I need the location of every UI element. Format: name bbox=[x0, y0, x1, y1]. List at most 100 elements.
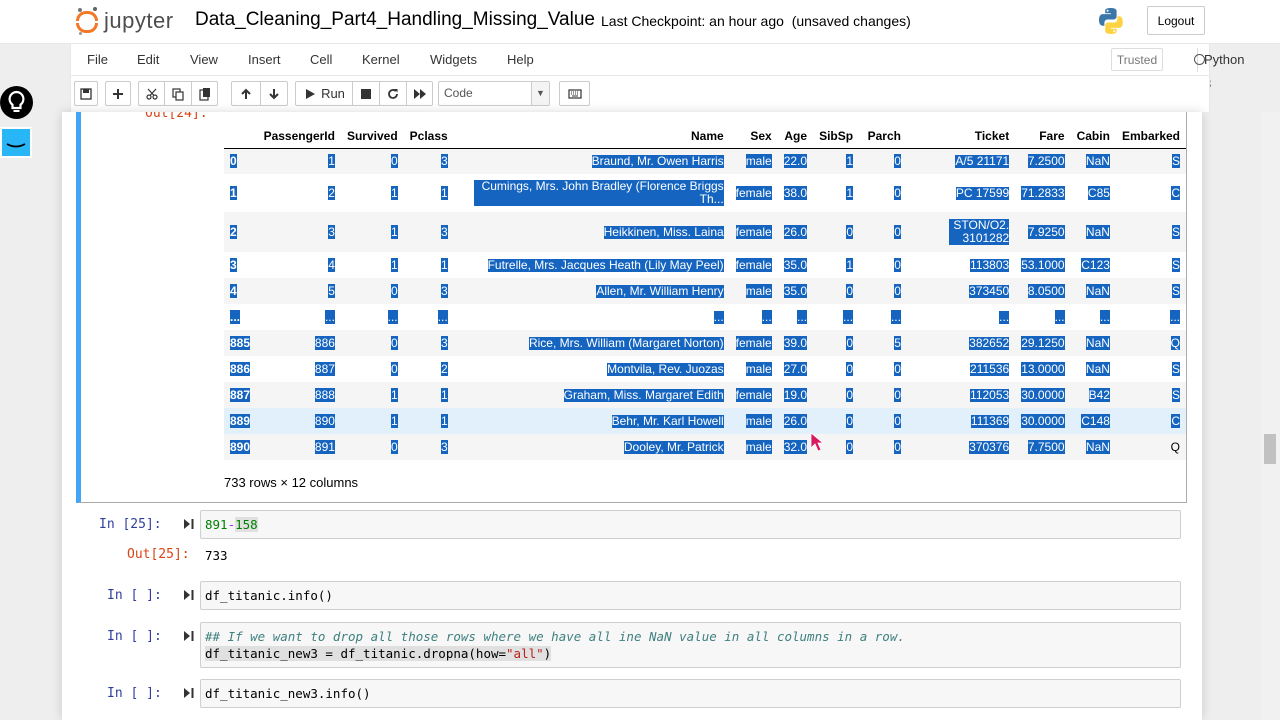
menu-file[interactable]: File bbox=[87, 52, 108, 67]
cell-value: 1 bbox=[441, 414, 448, 428]
run-button[interactable]: Run bbox=[295, 81, 352, 106]
table-cell: A/5 21171 bbox=[906, 148, 1016, 174]
table-cell: male bbox=[729, 408, 778, 434]
cell-value: 30.0000 bbox=[1021, 414, 1065, 428]
logout-button[interactable]: Logout bbox=[1147, 6, 1205, 35]
move-down-button[interactable] bbox=[260, 81, 288, 106]
cell-value: 13.0000 bbox=[1021, 362, 1065, 376]
column-header: SibSp bbox=[813, 124, 860, 149]
interrupt-button[interactable] bbox=[352, 81, 379, 106]
table-cell: ... bbox=[224, 304, 256, 330]
menu-cell[interactable]: Cell bbox=[310, 52, 333, 67]
table-cell: 890 bbox=[224, 434, 257, 460]
code-input[interactable]: 891-158 bbox=[200, 510, 1181, 539]
table-cell: 0 bbox=[813, 356, 859, 382]
table-cell: Q bbox=[1115, 330, 1186, 356]
table-cell: C148 bbox=[1070, 408, 1116, 434]
move-up-button[interactable] bbox=[231, 81, 260, 106]
lightbulb-icon bbox=[8, 90, 25, 112]
cell-value: 0 bbox=[846, 362, 854, 376]
table-cell: NaN bbox=[1071, 356, 1116, 382]
restart-button[interactable] bbox=[379, 81, 406, 106]
table-cell: 1 bbox=[256, 148, 341, 174]
cell-value: Q bbox=[1170, 336, 1180, 350]
table-cell: 8.0500 bbox=[1015, 278, 1071, 304]
table-row: 3 4 1 1 Futrelle, Mrs. Jacques Heath (Lily M… bbox=[224, 252, 1186, 278]
column-header: Sex bbox=[729, 124, 778, 149]
code-number-a: 891 bbox=[205, 517, 228, 532]
cell-value: 0 bbox=[390, 362, 398, 376]
table-row: 889 890 1 1 Behr, Mr. Karl Howell male 26.0 0 0 1… bbox=[224, 408, 1186, 434]
cell-value: 7.7500 bbox=[1027, 440, 1065, 454]
extension-bulb-button[interactable] bbox=[0, 86, 33, 119]
menu-view[interactable]: View bbox=[190, 52, 218, 67]
table-cell: female bbox=[729, 330, 778, 356]
menu-kernel[interactable]: Kernel bbox=[362, 52, 400, 67]
table-cell: 0 bbox=[859, 212, 907, 252]
table-cell: C85 bbox=[1071, 174, 1116, 212]
table-cell: S bbox=[1116, 356, 1186, 382]
extension-wave-button[interactable] bbox=[0, 127, 32, 158]
cell-value: ... bbox=[437, 310, 448, 324]
table-cell: 2 bbox=[256, 174, 341, 212]
table-cell: 890 bbox=[256, 408, 341, 434]
paste-button[interactable] bbox=[191, 81, 218, 106]
cell-value: 3 bbox=[230, 258, 237, 272]
cell-value: 30.0000 bbox=[1021, 388, 1065, 402]
save-button[interactable] bbox=[74, 81, 98, 106]
code-input[interactable]: df_titanic.info() bbox=[200, 581, 1181, 610]
code-input[interactable]: ## If we want to drop all those rows whe… bbox=[200, 622, 1181, 668]
code-comment: ## If we want to drop all those rows whe… bbox=[205, 629, 905, 644]
trusted-indicator[interactable]: Trusted bbox=[1111, 48, 1163, 71]
table-cell: 0 bbox=[813, 330, 860, 356]
table-cell: 1 bbox=[403, 408, 454, 434]
insert-cell-button[interactable] bbox=[105, 81, 131, 106]
out-prompt: Out[25]: bbox=[127, 547, 190, 562]
table-row: ....................................... bbox=[224, 304, 1186, 330]
cell-value: Graham, Miss. Margaret Edith bbox=[563, 388, 724, 402]
menu-edit[interactable]: Edit bbox=[137, 52, 160, 67]
menu-insert[interactable]: Insert bbox=[248, 52, 281, 67]
jupyter-logo[interactable]: jupyter bbox=[76, 6, 174, 36]
menu-widgets[interactable]: Widgets bbox=[430, 52, 477, 67]
scrollbar[interactable] bbox=[1262, 112, 1280, 720]
table-row: 1 2 1 1 Cumings, Mrs. John Bradley (Florence… bbox=[224, 174, 1186, 212]
cell-value: 0 bbox=[894, 440, 901, 454]
cell-value: Heikkinen, Miss. Laina bbox=[603, 225, 724, 239]
column-header: Age bbox=[777, 124, 814, 149]
table-cell: 885 bbox=[224, 330, 257, 356]
table-cell: 7.2500 bbox=[1015, 148, 1071, 174]
table-cell: 888 bbox=[256, 382, 341, 408]
column-header: Survived bbox=[340, 124, 404, 149]
cell-value: 3 bbox=[441, 154, 448, 169]
run-cell-icon[interactable] bbox=[184, 687, 194, 699]
notebook-name[interactable]: Data_Cleaning_Part4_Handling_Missing_Val… bbox=[195, 9, 595, 30]
menu-help[interactable]: Help bbox=[507, 52, 534, 67]
table-cell: 211536 bbox=[907, 356, 1015, 382]
code-string: "all" bbox=[506, 646, 544, 661]
table-cell: Rice, Mrs. William (Margaret Norton) bbox=[453, 330, 730, 356]
run-cell-icon[interactable] bbox=[184, 589, 194, 601]
cell-value: C bbox=[1171, 414, 1180, 428]
cell-value: 1 bbox=[390, 388, 398, 402]
run-cell-icon[interactable] bbox=[184, 518, 194, 530]
table-cell: S bbox=[1116, 252, 1186, 278]
cut-button[interactable] bbox=[138, 81, 164, 106]
copy-button[interactable] bbox=[164, 81, 191, 106]
scrollbar-thumb[interactable] bbox=[1264, 434, 1276, 464]
code-prefix: df_titanic_new3 = df_titanic.dropna(how= bbox=[205, 646, 507, 661]
kernel-idle-icon bbox=[1194, 54, 1205, 65]
command-palette-button[interactable] bbox=[559, 81, 590, 106]
table-cell: 4 bbox=[256, 252, 341, 278]
table-cell: 0 bbox=[859, 356, 907, 382]
restart-run-all-button[interactable] bbox=[406, 81, 433, 106]
table-cell: 35.0 bbox=[778, 252, 813, 278]
notebook-container: Out[24]: PassengerId Survived Pclass Name Se… bbox=[62, 112, 1202, 720]
column-header: Name bbox=[453, 124, 730, 149]
selected-cell[interactable]: Out[24]: PassengerId Survived Pclass Name Se… bbox=[76, 112, 1187, 503]
run-cell-icon[interactable] bbox=[184, 630, 194, 642]
python-logo-icon bbox=[1099, 8, 1123, 34]
cell-type-select[interactable]: Code ▼ bbox=[438, 81, 550, 106]
code-input[interactable]: df_titanic_new3.info() bbox=[200, 679, 1181, 708]
cell-value: 890 bbox=[314, 414, 335, 428]
